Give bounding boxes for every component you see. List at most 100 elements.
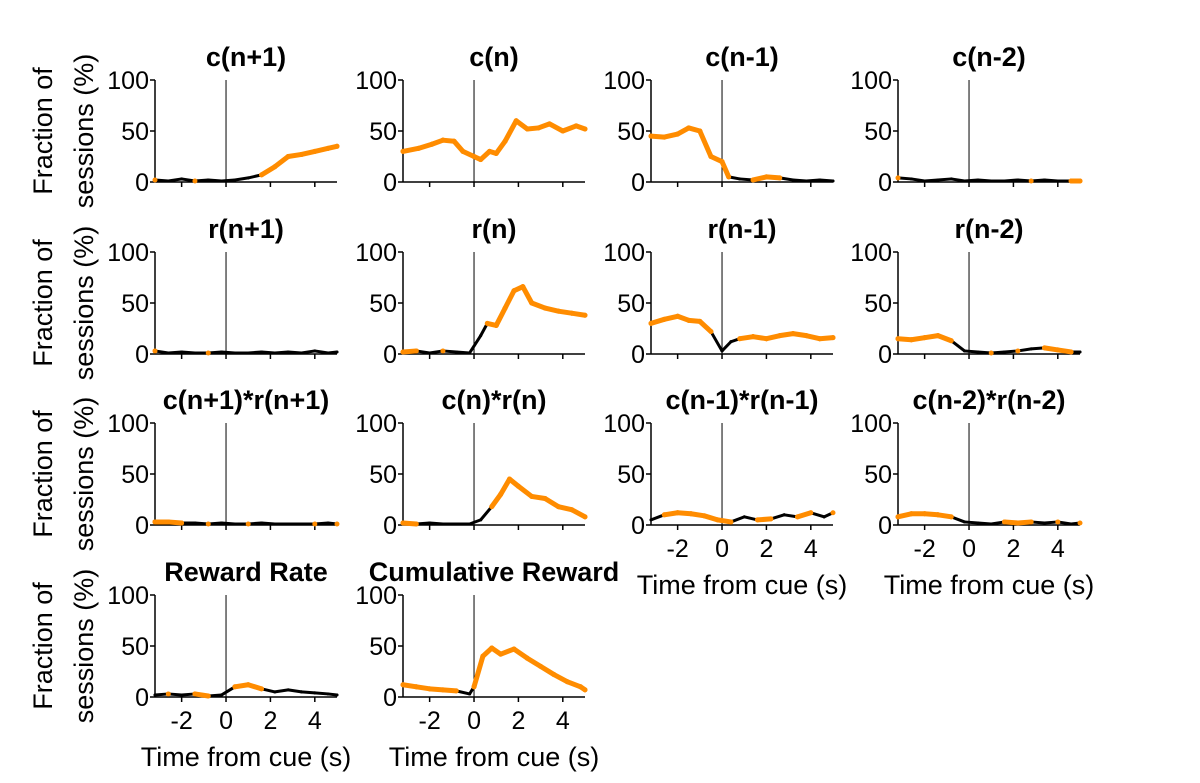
data-point <box>166 179 170 183</box>
data-point <box>808 510 814 516</box>
data-point <box>1055 519 1061 525</box>
data-point <box>220 521 224 525</box>
data-point <box>763 174 769 180</box>
x-tick-label: 4 <box>1051 535 1065 563</box>
data-point <box>895 514 901 520</box>
data-point <box>818 178 822 182</box>
data-point <box>535 125 541 131</box>
data-point <box>963 520 967 524</box>
data-point <box>326 692 330 696</box>
data-point <box>165 691 171 697</box>
data-point <box>804 179 808 183</box>
data-point <box>686 125 692 131</box>
data-point <box>313 691 317 695</box>
data-point <box>755 517 761 523</box>
data-point <box>471 154 477 159</box>
data-point <box>989 179 993 183</box>
data-point <box>502 305 508 311</box>
series-segment <box>720 340 733 353</box>
data-point <box>1056 179 1060 183</box>
data-point <box>428 351 432 355</box>
data-point <box>908 511 914 517</box>
data-point <box>468 692 472 696</box>
data-point <box>542 305 548 311</box>
data-point <box>299 690 303 694</box>
data-point <box>259 686 265 692</box>
data-point <box>451 138 457 144</box>
series-segment <box>260 350 277 355</box>
data-point <box>582 126 588 132</box>
data-point <box>440 348 446 354</box>
panel-title: r(n-1) <box>708 214 777 244</box>
y-tick-label: 100 <box>355 239 397 267</box>
y-tick-label: 100 <box>107 410 149 438</box>
y-tick-label: 50 <box>121 461 149 489</box>
data-point <box>313 349 317 353</box>
data-point <box>479 518 483 522</box>
series-segment <box>428 521 445 526</box>
data-point <box>582 514 588 520</box>
series-segment <box>569 507 588 520</box>
data-point <box>152 519 158 525</box>
data-point <box>515 483 521 489</box>
data-point <box>460 148 466 154</box>
data-point <box>1015 520 1021 526</box>
data-point <box>259 172 265 178</box>
series-segment <box>166 350 184 355</box>
data-point <box>830 510 836 516</box>
series-segment <box>949 339 967 353</box>
data-point <box>1028 178 1034 184</box>
series-segment <box>273 350 290 355</box>
data-point <box>908 337 914 343</box>
x-tick-label: 0 <box>715 535 729 563</box>
data-point <box>179 520 185 526</box>
data-point <box>152 177 158 183</box>
data-point <box>922 511 928 517</box>
data-point <box>489 504 495 510</box>
y-tick-label: 100 <box>107 582 149 610</box>
data-point <box>529 300 535 306</box>
data-point <box>976 350 980 354</box>
data-point <box>413 348 419 354</box>
series-segment <box>206 178 224 183</box>
data-point <box>648 320 654 326</box>
data-point <box>326 521 330 525</box>
data-point <box>246 176 250 180</box>
y-tick-label: 50 <box>864 461 892 489</box>
y-tick-label: 0 <box>135 169 149 197</box>
data-point <box>272 164 278 170</box>
data-point <box>454 522 458 526</box>
data-point <box>782 513 786 517</box>
data-point <box>661 512 667 518</box>
data-point <box>988 350 994 356</box>
data-point <box>400 520 406 526</box>
series-segment <box>511 646 530 661</box>
data-point <box>335 350 339 354</box>
data-point <box>498 651 504 657</box>
data-point <box>413 521 419 527</box>
series-segment <box>180 350 197 355</box>
data-point <box>688 511 694 517</box>
panel-title: r(n) <box>472 214 517 244</box>
series-segment <box>220 521 237 526</box>
x-tick-label: -2 <box>419 707 441 735</box>
y-tick-label: 0 <box>383 512 397 540</box>
data-point <box>569 507 575 513</box>
series-segment <box>546 121 566 134</box>
data-point <box>935 512 941 518</box>
data-point <box>1015 348 1021 354</box>
x-tick-label: 0 <box>467 707 481 735</box>
panel-title: c(n) <box>469 42 519 72</box>
y-tick-label: 0 <box>878 169 892 197</box>
panel-title: c(n)*r(n) <box>442 385 547 415</box>
y-tick-label: 50 <box>864 118 892 146</box>
series-segment <box>468 334 483 355</box>
panel-title: c(n+1)*r(n+1) <box>163 385 330 415</box>
data-point <box>400 349 406 355</box>
series-segment <box>489 491 504 510</box>
series-segment <box>220 685 237 697</box>
x-axis-label: Time from cue (s) <box>141 742 352 772</box>
data-point <box>803 333 809 339</box>
data-point <box>325 145 331 151</box>
